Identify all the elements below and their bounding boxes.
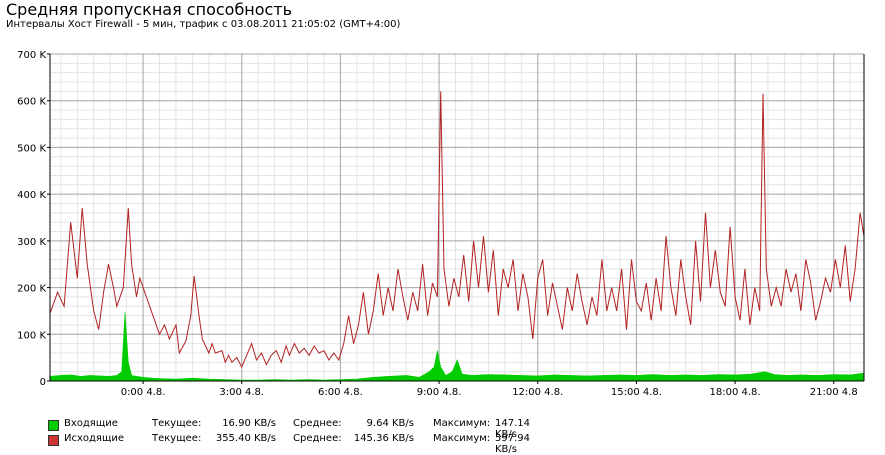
legend-name: Исходящие [64,433,125,444]
x-tick-label: 6:00 4.8. [318,387,363,398]
y-tick-label: 0 [40,377,46,388]
legend-max-value: 147.14 KB/s [495,418,530,440]
legend-avg-label: Среднее: [293,433,342,444]
legend-max-value: 597.94 KB/s [495,433,530,455]
legend-current-label: Текущее: [152,433,202,444]
legend-avg-label: Среднее: [293,418,342,429]
y-tick-label: 200 K [17,284,46,295]
series-line-outgoing [49,91,865,369]
chart-title: Средняя пропускная способность [6,0,293,19]
plot-area [50,54,864,381]
legend-name: Входящие [64,418,118,429]
x-tick-label: 21:00 4.8 [810,387,858,398]
x-tick-label: 0:00 4.8. [121,387,166,398]
series-area-incoming [49,312,865,382]
legend-max-label: Максимум: [433,433,491,444]
legend-swatch-incoming [48,420,59,431]
x-tick-label: 9:00 4.8. [417,387,462,398]
x-tick-label: 18:00 4.8. [710,387,761,398]
legend-current-value: 16.90 KB/s [222,418,276,429]
legend-swatch-outgoing [48,435,59,446]
legend-current-label: Текущее: [152,418,202,429]
legend-avg-value: 9.64 KB/s [366,418,414,429]
y-tick-label: 500 K [17,143,46,154]
y-tick-label: 700 K [17,50,46,61]
y-tick-label: 300 K [17,237,46,248]
x-tick-label: 15:00 4.8. [611,387,662,398]
legend-current-value: 355.40 KB/s [215,433,276,444]
y-tick-label: 600 K [17,97,46,108]
x-tick-label: 3:00 4.8. [219,387,264,398]
legend-max-label: Максимум: [433,418,491,429]
y-tick-label: 100 K [17,330,46,341]
chart-subtitle: Интервалы Хост Firewall - 5 мин, трафик … [6,19,401,30]
y-tick-label: 400 K [17,190,46,201]
x-tick-label: 12:00 4.8. [512,387,563,398]
legend-avg-value: 145.36 KB/s [353,433,414,444]
